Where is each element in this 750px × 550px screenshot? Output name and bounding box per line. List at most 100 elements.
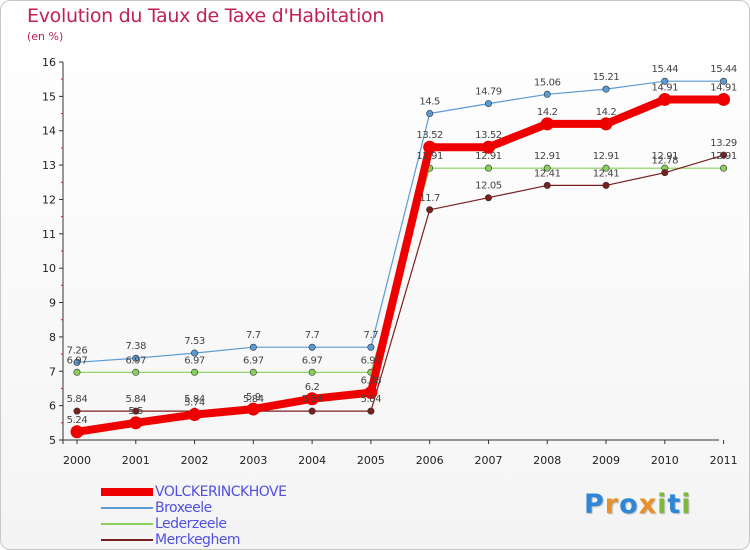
- logo-letter: t: [667, 489, 682, 520]
- x-tick-label: 2004: [298, 454, 326, 467]
- data-label: 14.79: [475, 87, 502, 98]
- data-point: [132, 354, 140, 362]
- data-point: [308, 407, 316, 415]
- data-label: 14.5: [419, 97, 440, 108]
- y-tick-label: 16: [42, 56, 56, 69]
- data-point: [191, 368, 199, 376]
- data-label: 6.97: [67, 355, 88, 366]
- logo-letter: i: [681, 489, 692, 520]
- x-tick-label: 2005: [357, 454, 385, 467]
- data-label: 12.91: [651, 151, 678, 162]
- data-label: 7.7: [305, 330, 320, 341]
- x-tick-label: 2003: [239, 454, 267, 467]
- data-labels: 5.24 5.5 5.74 5.9 6.2 6.38 13.52 13.52 14.2 14.2 1…: [67, 64, 738, 426]
- data-label: 13.52: [475, 130, 502, 141]
- data-label: 5.9: [246, 392, 261, 403]
- data-label: 5.84: [184, 394, 205, 405]
- legend-label: Lederzeele: [155, 516, 227, 532]
- x-tick-label: 2001: [122, 454, 150, 467]
- data-point: [426, 206, 434, 214]
- data-label: 12.41: [534, 168, 561, 179]
- data-point: [305, 392, 319, 406]
- data-point: [602, 85, 610, 93]
- series-line-volckerinckhove: [73, 95, 728, 436]
- data-label: 7.7: [246, 330, 261, 341]
- data-point: [423, 140, 437, 154]
- data-label: 5.24: [67, 415, 88, 426]
- data-label: 7.26: [67, 345, 88, 356]
- series-lines: [70, 77, 731, 439]
- data-point: [543, 164, 551, 172]
- data-label: 5.74: [184, 398, 205, 409]
- data-label: 7.53: [184, 336, 205, 347]
- proxiti-logo: Proxiti: [584, 489, 692, 520]
- data-point: [720, 77, 728, 85]
- data-label: 15.21: [593, 72, 620, 83]
- logo-letter: r: [604, 489, 620, 520]
- data-point: [249, 368, 257, 376]
- data-label: 13.29: [710, 138, 737, 149]
- data-point: [661, 169, 669, 177]
- legend-swatch: [101, 488, 153, 496]
- data-point: [188, 408, 202, 422]
- x-tick-label: 2008: [533, 454, 561, 467]
- data-label: 11.7: [419, 193, 440, 204]
- chart-title: Evolution du Taux de Taxe d'Habitation: [27, 5, 385, 27]
- legend-swatch: [101, 523, 153, 525]
- series-line-broxeele: [76, 80, 725, 363]
- data-label: 15.06: [534, 77, 561, 88]
- legend-swatch: [101, 539, 153, 541]
- legend-swatch: [101, 507, 153, 509]
- data-point: [367, 407, 375, 415]
- data-label: 15.44: [710, 64, 737, 75]
- data-point: [70, 425, 84, 439]
- data-point: [720, 164, 728, 172]
- x-tick-label: 2009: [592, 454, 620, 467]
- legend-label: Broxeele: [155, 500, 212, 516]
- data-label: 14.2: [596, 107, 617, 118]
- data-label: 5.84: [125, 394, 146, 405]
- data-point: [308, 343, 316, 351]
- data-label: 12.91: [710, 151, 737, 162]
- data-point: [543, 181, 551, 189]
- series-line-merckeghem: [76, 154, 725, 412]
- data-point: [599, 117, 613, 131]
- data-point: [129, 416, 143, 430]
- data-point: [249, 343, 257, 351]
- y-tick-label: 10: [42, 262, 56, 275]
- x-tick-label: 2000: [63, 454, 91, 467]
- data-point: [191, 349, 199, 357]
- data-label: 12.41: [593, 168, 620, 179]
- x-tick-label: 2011: [710, 454, 738, 467]
- legend-label: VOLCKERINCKHOVE: [155, 484, 287, 500]
- legend-label: Merckeghem: [155, 532, 241, 548]
- x-tick-label: 2010: [651, 454, 679, 467]
- y-tick-label: 13: [42, 159, 56, 172]
- y-tick-label: 5: [49, 434, 56, 447]
- data-point: [661, 77, 669, 85]
- data-label: 12.91: [416, 151, 443, 162]
- logo-letter: o: [619, 489, 639, 520]
- data-label: 6.97: [184, 355, 205, 366]
- data-point: [364, 386, 378, 400]
- data-point: [543, 90, 551, 98]
- data-label: 7.7: [364, 330, 379, 341]
- data-point: [720, 151, 728, 159]
- y-tick-label: 7: [49, 365, 56, 378]
- data-label: 14.2: [537, 107, 558, 118]
- y-tick-label: 6: [49, 400, 56, 413]
- data-point: [73, 358, 81, 366]
- data-label: 12.91: [593, 151, 620, 162]
- data-label: 12.78: [651, 156, 678, 167]
- data-point: [658, 92, 672, 106]
- data-point: [602, 181, 610, 189]
- data-label: 5.84: [302, 394, 323, 405]
- data-point: [132, 407, 140, 415]
- data-label: 6.97: [302, 355, 323, 366]
- data-point: [481, 140, 495, 154]
- data-label: 5.84: [243, 394, 264, 405]
- x-tick-label: 2007: [474, 454, 502, 467]
- data-label: 5.5: [128, 406, 143, 417]
